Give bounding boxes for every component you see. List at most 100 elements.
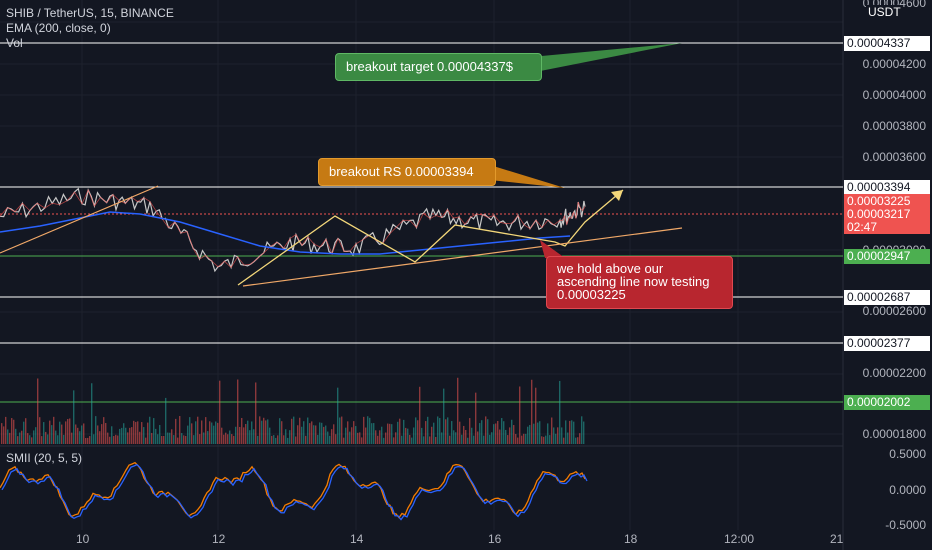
volume-bar	[43, 422, 45, 444]
volume-bar	[375, 430, 377, 444]
volume-bar	[385, 432, 387, 444]
time-tick: 21	[830, 532, 844, 546]
bar-countdown: 02:47	[847, 220, 878, 234]
support-green-tag[interactable]: 0.00002947	[844, 249, 930, 264]
volume-bar	[301, 426, 303, 444]
volume-bar	[161, 435, 163, 444]
volume-bar	[401, 435, 403, 444]
support-white-tag[interactable]: 0.00002687	[844, 290, 930, 305]
volume-bar	[393, 437, 395, 444]
volume-bar	[173, 435, 175, 444]
currency-label[interactable]: USDT	[866, 5, 903, 19]
volume-bar	[373, 423, 375, 444]
volume-bar	[319, 422, 321, 444]
volume-bar	[253, 429, 255, 444]
volume-bar	[567, 432, 569, 444]
volume-bar	[387, 423, 389, 444]
volume-bar	[325, 425, 327, 444]
ema-legend[interactable]: EMA (200, close, 0)	[6, 21, 111, 35]
volume-bar	[511, 419, 513, 444]
volume-bar	[243, 427, 245, 444]
note-callout[interactable]: we hold above our ascending line now tes…	[546, 256, 733, 309]
volume-bar	[55, 430, 57, 444]
volume-bar	[77, 427, 79, 444]
zigzag-pattern	[237, 189, 624, 286]
price-tick: 0.00003600	[862, 150, 926, 164]
volume-bar	[11, 418, 13, 444]
volume-bar	[437, 416, 439, 444]
volume-bar	[9, 432, 11, 444]
volume-bar	[503, 421, 505, 444]
volume-bar	[331, 429, 333, 444]
volume-bar	[113, 436, 115, 444]
volume-bar	[93, 434, 95, 444]
note-line: 0.00003225	[557, 287, 626, 302]
volume-bars	[1, 377, 585, 444]
target-level-tag[interactable]: 0.00004337	[844, 36, 930, 51]
volume-bar	[555, 433, 557, 444]
volume-bar	[285, 429, 287, 444]
volume-bar	[569, 420, 571, 444]
volume-bar	[355, 426, 357, 444]
vol-green-tag[interactable]: 0.00002002	[844, 395, 930, 410]
volume-bar	[189, 417, 191, 444]
volume-bar	[573, 421, 575, 444]
volume-bar	[423, 436, 425, 444]
volume-bar	[155, 428, 157, 444]
volume-bar	[187, 425, 189, 444]
volume-bar	[545, 435, 547, 444]
volume-bar	[487, 419, 489, 444]
volume-bar	[117, 435, 119, 444]
volume-bar	[265, 420, 267, 444]
volume-bar	[167, 432, 169, 444]
volume-bar	[3, 426, 5, 444]
volume-bar	[65, 421, 67, 444]
volume-bar	[521, 435, 523, 444]
volume-bar	[227, 434, 229, 444]
volume-bar	[75, 424, 77, 444]
volume-bar	[535, 387, 537, 444]
volume-bar	[237, 379, 239, 444]
volume-bar	[415, 417, 417, 444]
volume-bar	[317, 434, 319, 444]
volume-bar	[471, 427, 473, 444]
volume-bar	[183, 435, 185, 444]
volume-bar	[37, 378, 39, 444]
volume-bar	[579, 433, 581, 444]
note-pointer	[540, 240, 565, 258]
volume-bar	[241, 417, 243, 444]
symbol-title[interactable]: SHIB / TetherUS, 15, BINANCE	[6, 6, 174, 20]
volume-bar	[505, 429, 507, 444]
volume-bar	[89, 436, 91, 444]
smii-legend[interactable]: SMII (20, 5, 5)	[6, 451, 83, 465]
volume-bar	[261, 420, 263, 444]
price-axis[interactable]: 0.00004600 0.00004200 0.00004000 0.00003…	[843, 0, 932, 550]
volume-bar	[539, 421, 541, 444]
volume-bar	[377, 435, 379, 444]
volume-bar	[229, 430, 231, 444]
volume-bar	[499, 429, 501, 444]
volume-bar	[185, 435, 187, 444]
volume-bar	[235, 426, 237, 444]
vol-legend[interactable]: Vol	[6, 36, 23, 50]
volume-bar	[271, 435, 273, 444]
price-tick: 0.00004000	[862, 88, 926, 102]
volume-bar	[451, 421, 453, 444]
volume-bar	[211, 422, 213, 444]
volume-bar	[443, 388, 445, 444]
volume-bar	[33, 430, 35, 444]
volume-bar	[213, 425, 215, 444]
note-line: we hold above our	[557, 261, 664, 276]
resistance-callout[interactable]: breakout RS 0.00003394	[318, 158, 496, 186]
resistance-level-tag[interactable]: 0.00003394	[844, 180, 930, 195]
volume-bar	[405, 427, 407, 444]
volume-bar	[395, 432, 397, 444]
volume-bar	[251, 421, 253, 444]
low-white-tag[interactable]: 0.00002377	[844, 336, 930, 351]
test-level-tag[interactable]: 0.00003225	[844, 194, 930, 209]
volume-bar	[259, 416, 261, 444]
target-callout[interactable]: breakout target 0.00004337$	[335, 53, 542, 81]
current-price-tag: 0.00003217 02:47	[844, 208, 930, 234]
volume-bar	[583, 421, 585, 444]
